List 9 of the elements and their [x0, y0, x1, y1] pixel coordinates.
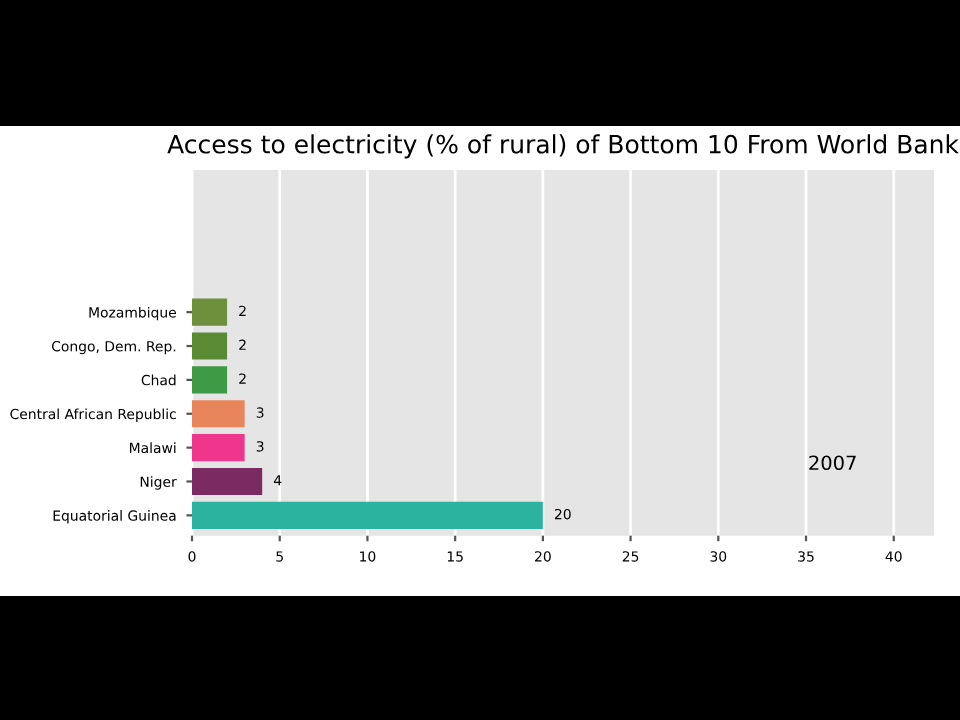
- bar: [192, 400, 245, 428]
- bar: [192, 467, 263, 496]
- bar: [192, 501, 543, 529]
- bar: [192, 332, 228, 360]
- bar: [192, 366, 228, 394]
- bar: [192, 298, 228, 326]
- bar: [192, 434, 245, 462]
- chart-title: Access to electricity (% of rural) of Bottom 10 From World Bank: [167, 134, 959, 159]
- annotation: 2007: [809, 455, 856, 471]
